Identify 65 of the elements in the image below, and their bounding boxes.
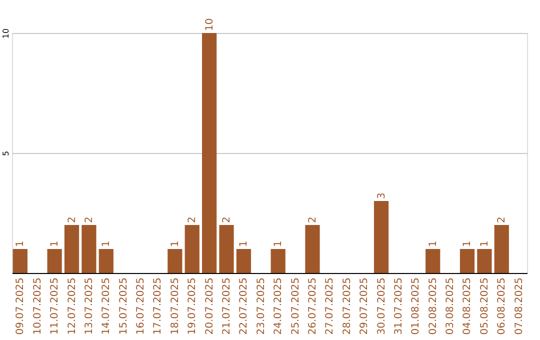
bar [460, 249, 475, 273]
x-tick-label: 28.07.2025 [342, 278, 353, 335]
data-label: 10 [204, 18, 216, 31]
x-tick-label: 15.07.2025 [118, 278, 130, 335]
x-tick-label: 19.07.2025 [187, 278, 198, 335]
x-tick-label: 29.07.2025 [359, 278, 370, 335]
x-tick-label: 20.07.2025 [204, 278, 216, 335]
bar [82, 225, 96, 273]
x-tick-label: 10.07.2025 [32, 278, 44, 335]
x-tick-label: 14.07.2025 [101, 278, 112, 335]
x-tick-label: 09.07.2025 [15, 278, 26, 335]
x-tick-label: 01.08.2025 [410, 278, 422, 335]
x-tick-label: 30.07.2025 [376, 278, 388, 335]
x-tick-label: 26.07.2025 [307, 278, 318, 335]
data-label: 1 [428, 240, 439, 247]
x-tick-label: 04.08.2025 [462, 278, 474, 335]
bar [12, 249, 28, 273]
data-label: 2 [84, 216, 95, 223]
data-label: 1 [101, 240, 112, 247]
data-label: 1 [273, 240, 284, 247]
data-label: 1 [170, 240, 181, 247]
data-label: 3 [376, 192, 388, 199]
x-tick-label: 22.07.2025 [238, 278, 250, 335]
bar [219, 225, 234, 273]
data-label: 2 [222, 216, 233, 223]
bar [98, 249, 114, 273]
x-tick-label: 11.07.2025 [50, 278, 61, 335]
bar [236, 249, 252, 273]
bar [270, 249, 286, 273]
x-tick-label: 06.08.2025 [496, 278, 508, 335]
data-label: 2 [66, 216, 78, 223]
bar [305, 225, 320, 273]
bar [168, 249, 182, 273]
data-label: 1 [50, 240, 61, 247]
data-label: 1 [238, 240, 250, 247]
x-tick-label: 24.07.2025 [273, 278, 284, 335]
x-tick-label: 23.07.2025 [256, 278, 267, 335]
bar [184, 225, 200, 273]
x-tick-label: 31.07.2025 [393, 278, 404, 335]
x-tick-label: 12.07.2025 [66, 278, 78, 335]
data-label: 2 [187, 216, 198, 223]
x-tick-label: 17.07.2025 [152, 278, 164, 335]
bar [47, 249, 62, 273]
bar [64, 225, 80, 273]
data-label: 1 [479, 240, 490, 247]
bar [494, 225, 509, 273]
x-tick-label: 18.07.2025 [170, 278, 181, 335]
x-tick-label: 07.08.2025 [514, 278, 525, 335]
bar [477, 249, 492, 273]
x-tick-label: 21.07.2025 [222, 278, 233, 335]
bar [426, 249, 440, 273]
x-tick-label: 27.07.2025 [324, 278, 336, 335]
data-label: 2 [496, 216, 508, 223]
x-tick-label: 03.08.2025 [445, 278, 456, 335]
y-tick-label: 5 [2, 150, 10, 156]
data-label: 1 [15, 240, 26, 247]
x-tick-label: 02.08.2025 [428, 278, 439, 335]
x-tick-label: 25.07.2025 [290, 278, 302, 335]
x-tick-label: 13.07.2025 [84, 278, 95, 335]
bar [202, 33, 217, 273]
data-label: 1 [462, 240, 474, 247]
x-tick-label: 16.07.2025 [136, 278, 147, 335]
x-tick-label: 05.08.2025 [479, 278, 490, 335]
bar [374, 201, 389, 273]
data-label: 2 [307, 216, 318, 223]
